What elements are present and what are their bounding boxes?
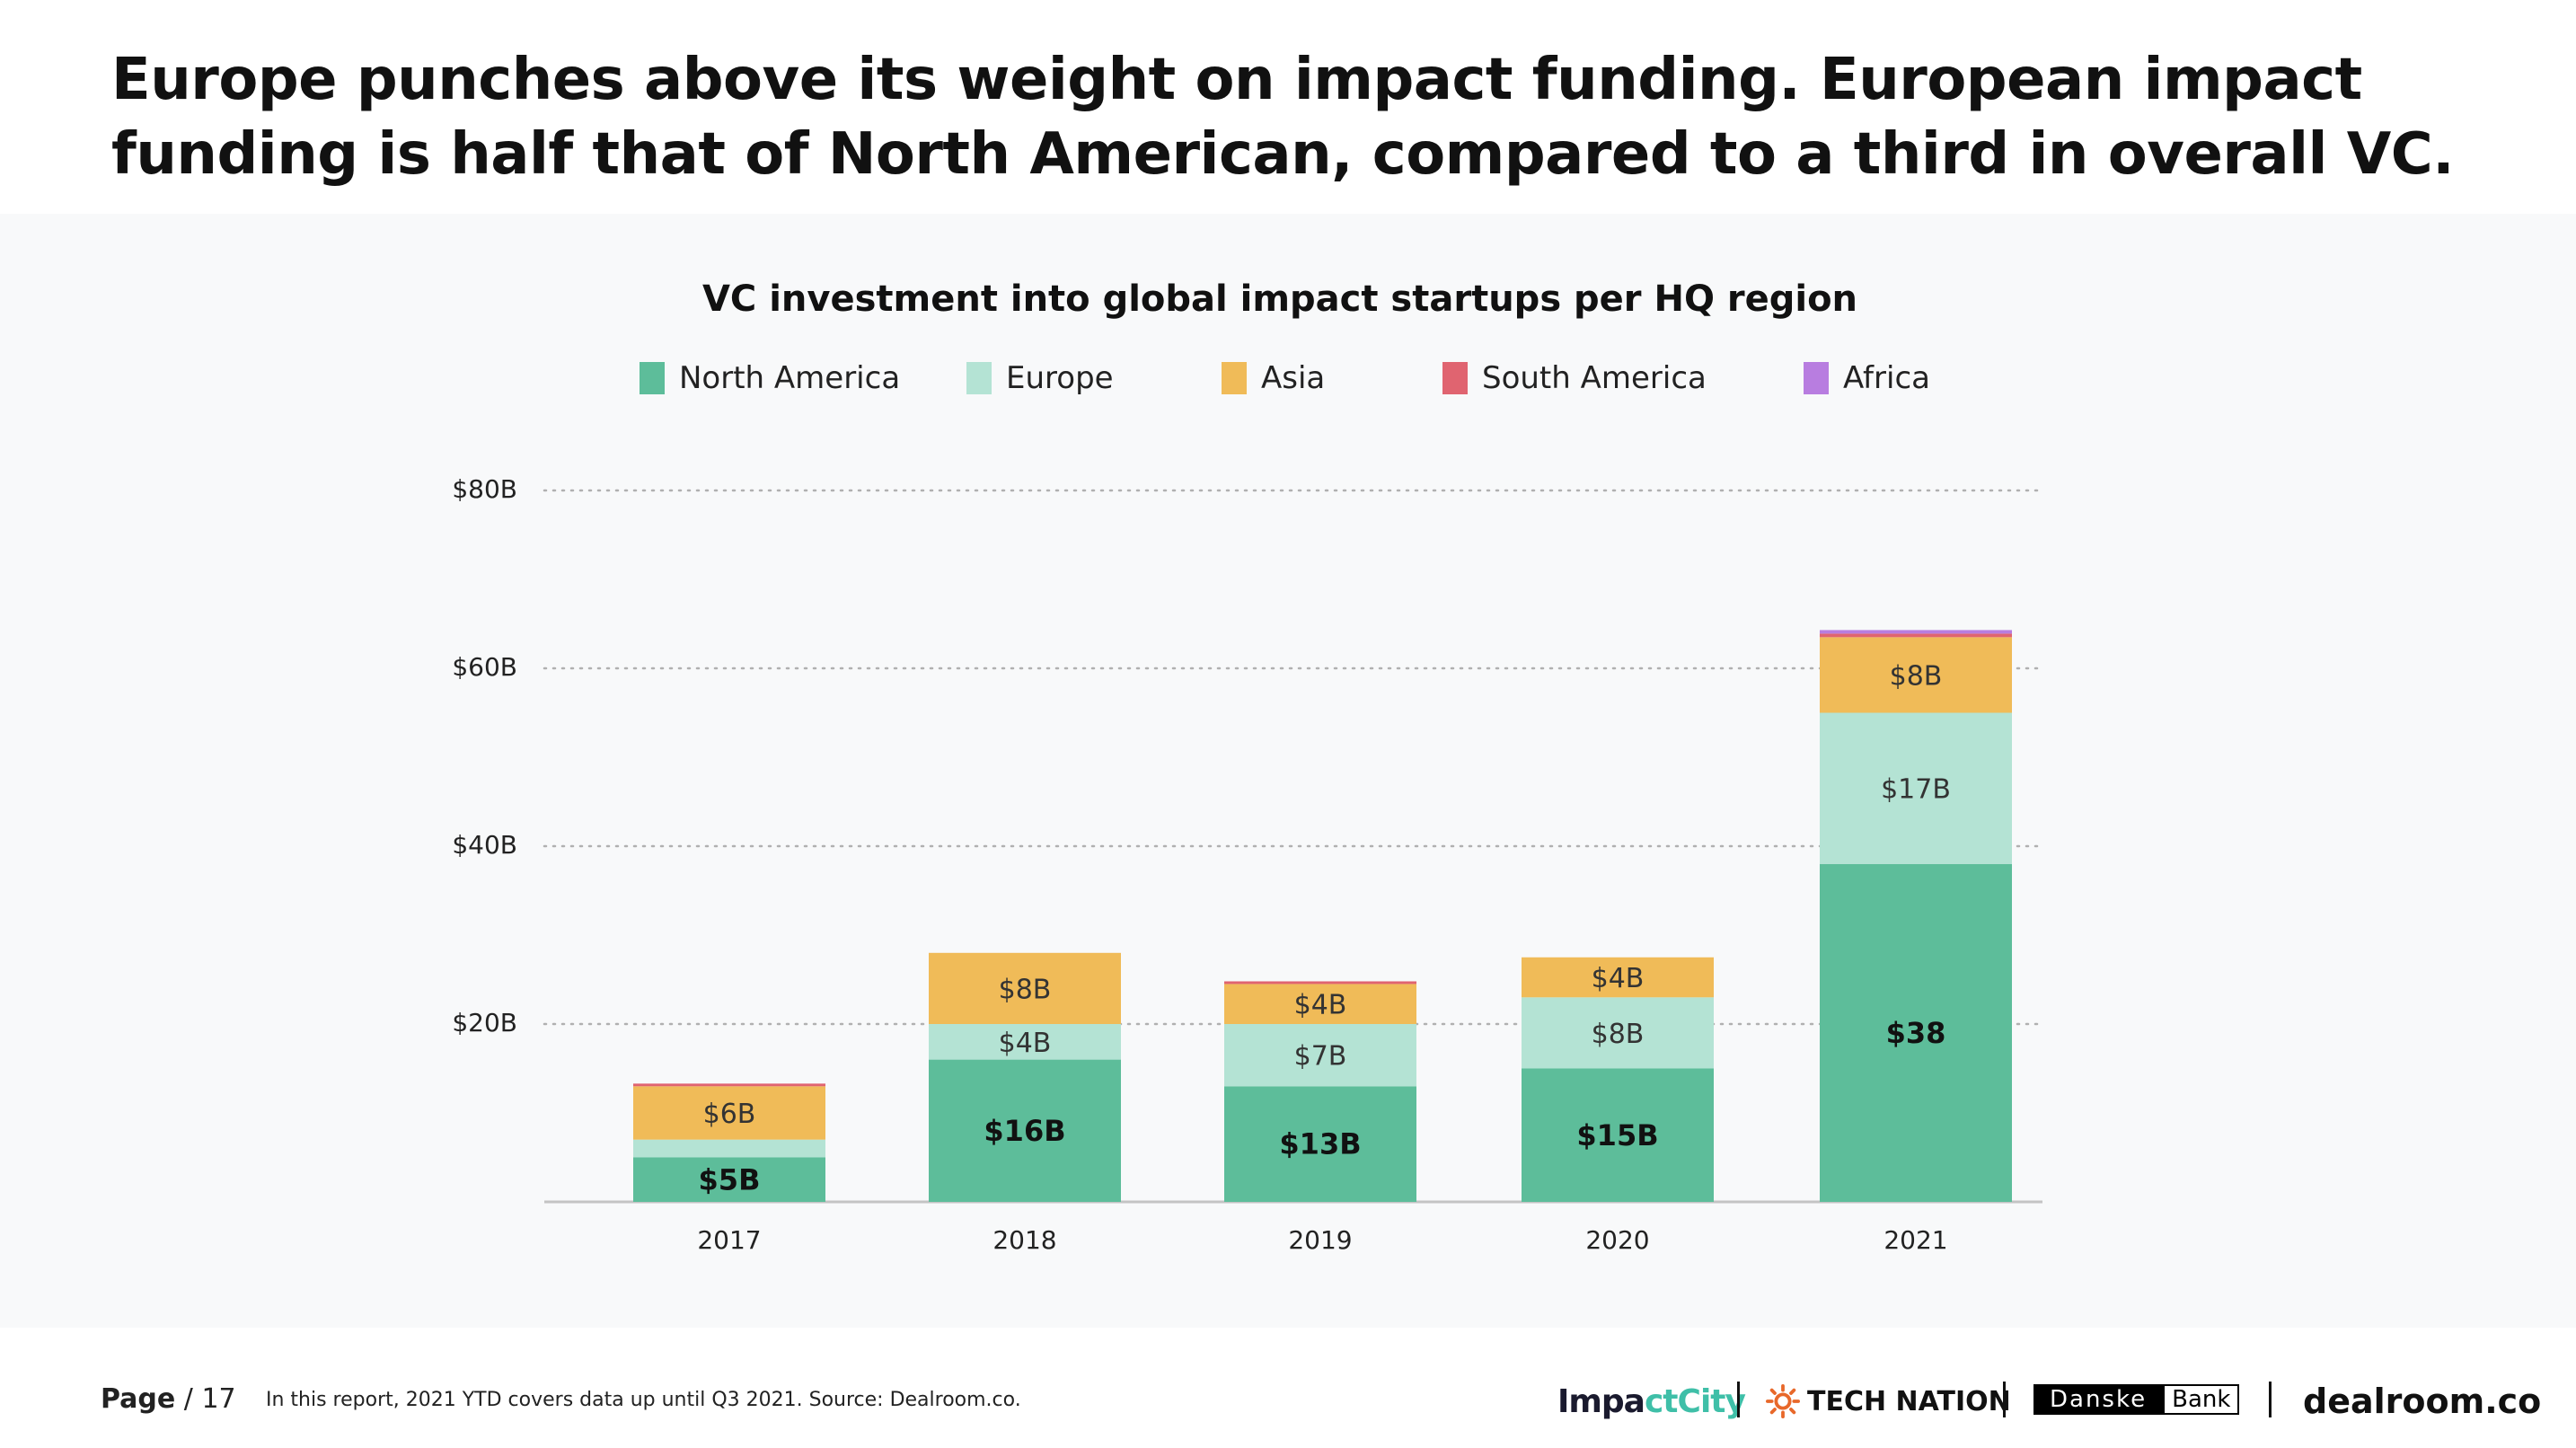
dealroom-logo: dealroom.co [2303, 1382, 2542, 1421]
danske-logo-text-a: Danske [2033, 1384, 2164, 1415]
bar-value-label: $8B [1592, 1019, 1645, 1050]
legend-label-europe: Europe [1006, 360, 1114, 396]
bar-segment [1820, 630, 2012, 634]
legend-swatch-europe [966, 362, 992, 394]
sun-icon [1766, 1384, 1800, 1418]
bar-value-label: $38 [1886, 1016, 1946, 1050]
bar-segment [633, 1139, 825, 1158]
impactcity-logo-text-a: Impa [1557, 1382, 1645, 1420]
legend-label-north-america: North America [679, 360, 901, 396]
partner-logos: Impa ctCity TECH NATION Danske Bank dealro… [1554, 1374, 2541, 1428]
legend-swatch-africa [1804, 362, 1829, 394]
bar-segment [1820, 863, 2012, 1202]
bar-segment [1224, 1024, 1416, 1087]
legend-swatch-north-america [640, 362, 665, 394]
chart-legend: North America Europe Asia South America … [0, 356, 2576, 401]
y-tick-label: $80B [452, 474, 517, 504]
bar-value-label: $17B [1881, 774, 1951, 806]
legend-item-africa: Africa [1804, 356, 1930, 401]
legend-label-south-america: South America [1482, 360, 1707, 396]
bar-segment [1224, 1086, 1416, 1202]
bar-segment [929, 1024, 1121, 1060]
technation-logo: TECH NATION [1766, 1374, 2011, 1428]
bar-segment [1820, 637, 2012, 713]
impactcity-logo-text-b: ctCity [1644, 1382, 1746, 1420]
bar-segment [1522, 997, 1714, 1069]
bar-segment [633, 1083, 825, 1087]
logo-separator [1737, 1382, 1740, 1417]
legend-swatch-south-america [1442, 362, 1468, 394]
page-number: / 17 [183, 1383, 236, 1415]
chart-title: VC investment into global impact startup… [701, 278, 1858, 320]
bar-value-label: $16B [984, 1114, 1065, 1148]
logo-separator [2003, 1382, 2006, 1417]
bar-segment [929, 1059, 1121, 1202]
bar-segment [633, 1086, 825, 1140]
legend-item-north-america: North America [640, 356, 900, 401]
y-tick-label: $40B [452, 830, 517, 860]
legend-label-asia: Asia [1261, 360, 1326, 396]
y-tick-label: $20B [452, 1008, 517, 1037]
x-tick-label: 2019 [1288, 1225, 1352, 1255]
legend-label-africa: Africa [1843, 360, 1930, 396]
bar-value-label: $7B [1294, 1041, 1347, 1073]
bar-value-label: $4B [999, 1028, 1052, 1059]
bar-segment [1224, 984, 1416, 1024]
bar-value-label: $15B [1576, 1118, 1658, 1152]
bar-value-label: $8B [999, 974, 1052, 1005]
page-label: Page [101, 1383, 176, 1415]
page-indicator: Page / 17 [101, 1383, 236, 1415]
danske-logo-text-b: Bank [2163, 1384, 2240, 1415]
technation-logo-text: TECH NATION [1807, 1385, 2011, 1417]
headline: Europe punches above its weight on impac… [111, 47, 2455, 188]
bar-segment [1522, 957, 1714, 998]
bar-segment [929, 952, 1121, 1024]
bar-value-label: $4B [1294, 990, 1347, 1021]
bar-segment [1522, 1068, 1714, 1202]
x-tick-label: 2020 [1585, 1225, 1649, 1255]
bar-segment [1820, 633, 2012, 638]
bar-value-label: $13B [1279, 1127, 1361, 1161]
x-tick-label: 2018 [992, 1225, 1056, 1255]
bar-segment [1224, 981, 1416, 984]
impactcity-logo: Impa ctCity [1557, 1374, 1746, 1428]
y-tick-label: $60B [452, 652, 517, 682]
legend-item-south-america: South America [1442, 356, 1707, 401]
danske-bank-logo: Danske Bank [2033, 1383, 2240, 1416]
source-note: In this report, 2021 YTD covers data up … [266, 1389, 1021, 1411]
bar-value-label: $5B [699, 1162, 761, 1196]
bar-segment [633, 1157, 825, 1202]
legend-item-asia: Asia [1222, 356, 1325, 401]
bar-value-label: $4B [1592, 963, 1645, 994]
bar-value-label: $8B [1890, 660, 1943, 692]
legend-item-europe: Europe [966, 356, 1114, 401]
x-tick-label: 2017 [697, 1225, 761, 1255]
bar-segment [1820, 712, 2012, 864]
logo-separator [2269, 1382, 2272, 1417]
bar-value-label: $6B [703, 1099, 756, 1130]
x-tick-label: 2021 [1883, 1225, 1947, 1255]
legend-swatch-asia [1222, 362, 1247, 394]
